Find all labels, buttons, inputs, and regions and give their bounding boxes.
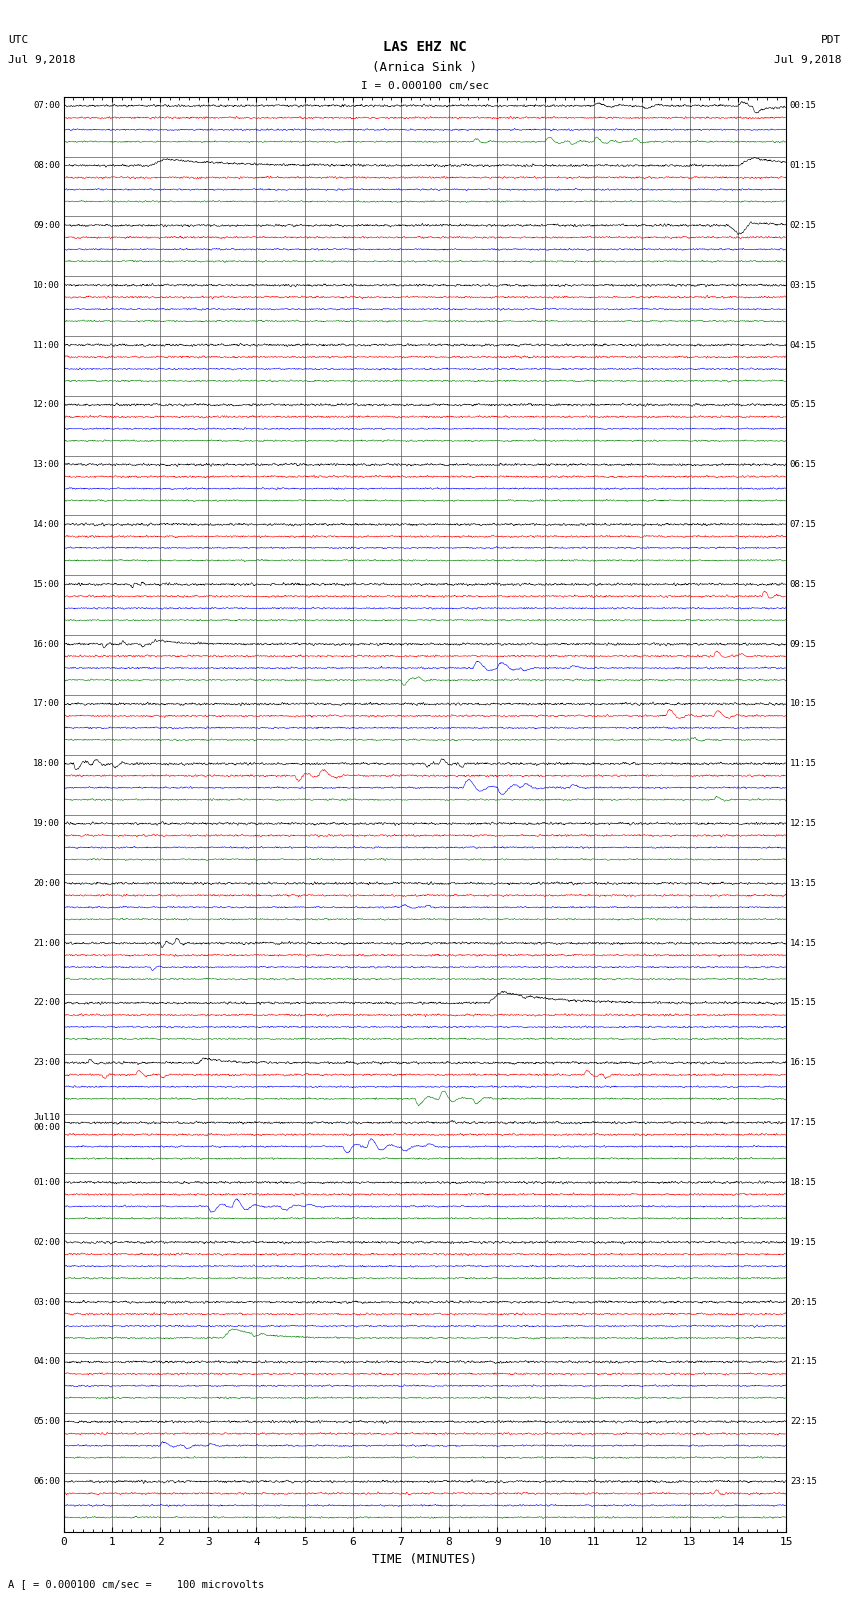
Text: 14:15: 14:15 bbox=[790, 939, 817, 948]
Text: PDT: PDT bbox=[821, 35, 842, 45]
Text: 21:00: 21:00 bbox=[33, 939, 60, 948]
Text: 05:15: 05:15 bbox=[790, 400, 817, 410]
Text: 02:00: 02:00 bbox=[33, 1237, 60, 1247]
Text: 17:00: 17:00 bbox=[33, 700, 60, 708]
Text: 13:15: 13:15 bbox=[790, 879, 817, 887]
Text: (Arnica Sink ): (Arnica Sink ) bbox=[372, 61, 478, 74]
Text: 06:15: 06:15 bbox=[790, 460, 817, 469]
Text: I = 0.000100 cm/sec: I = 0.000100 cm/sec bbox=[361, 81, 489, 90]
Text: 11:00: 11:00 bbox=[33, 340, 60, 350]
Text: 07:00: 07:00 bbox=[33, 102, 60, 110]
Text: 23:15: 23:15 bbox=[790, 1478, 817, 1486]
Text: 06:00: 06:00 bbox=[33, 1478, 60, 1486]
Text: 07:15: 07:15 bbox=[790, 519, 817, 529]
Text: 03:15: 03:15 bbox=[790, 281, 817, 290]
Text: 10:00: 10:00 bbox=[33, 281, 60, 290]
Text: 18:00: 18:00 bbox=[33, 760, 60, 768]
Text: 23:00: 23:00 bbox=[33, 1058, 60, 1068]
Text: 04:15: 04:15 bbox=[790, 340, 817, 350]
Text: 10:15: 10:15 bbox=[790, 700, 817, 708]
Text: LAS EHZ NC: LAS EHZ NC bbox=[383, 40, 467, 55]
Text: 19:15: 19:15 bbox=[790, 1237, 817, 1247]
Text: 14:00: 14:00 bbox=[33, 519, 60, 529]
X-axis label: TIME (MINUTES): TIME (MINUTES) bbox=[372, 1553, 478, 1566]
Text: 16:15: 16:15 bbox=[790, 1058, 817, 1068]
Text: 04:00: 04:00 bbox=[33, 1358, 60, 1366]
Text: 00:15: 00:15 bbox=[790, 102, 817, 110]
Text: Jul 9,2018: Jul 9,2018 bbox=[774, 55, 842, 65]
Text: 01:15: 01:15 bbox=[790, 161, 817, 169]
Text: 20:00: 20:00 bbox=[33, 879, 60, 887]
Text: 17:15: 17:15 bbox=[790, 1118, 817, 1127]
Text: Jul10
00:00: Jul10 00:00 bbox=[33, 1113, 60, 1132]
Text: 09:15: 09:15 bbox=[790, 640, 817, 648]
Text: 12:00: 12:00 bbox=[33, 400, 60, 410]
Text: 19:00: 19:00 bbox=[33, 819, 60, 827]
Text: Jul 9,2018: Jul 9,2018 bbox=[8, 55, 76, 65]
Text: 21:15: 21:15 bbox=[790, 1358, 817, 1366]
Text: 20:15: 20:15 bbox=[790, 1297, 817, 1307]
Text: 13:00: 13:00 bbox=[33, 460, 60, 469]
Text: 12:15: 12:15 bbox=[790, 819, 817, 827]
Text: A [ = 0.000100 cm/sec =    100 microvolts: A [ = 0.000100 cm/sec = 100 microvolts bbox=[8, 1579, 264, 1589]
Text: 11:15: 11:15 bbox=[790, 760, 817, 768]
Text: 08:00: 08:00 bbox=[33, 161, 60, 169]
Text: 08:15: 08:15 bbox=[790, 579, 817, 589]
Text: 03:00: 03:00 bbox=[33, 1297, 60, 1307]
Text: 15:15: 15:15 bbox=[790, 998, 817, 1008]
Text: 01:00: 01:00 bbox=[33, 1177, 60, 1187]
Text: 05:00: 05:00 bbox=[33, 1418, 60, 1426]
Text: 15:00: 15:00 bbox=[33, 579, 60, 589]
Text: 02:15: 02:15 bbox=[790, 221, 817, 231]
Text: 09:00: 09:00 bbox=[33, 221, 60, 231]
Text: 22:15: 22:15 bbox=[790, 1418, 817, 1426]
Text: UTC: UTC bbox=[8, 35, 29, 45]
Text: 16:00: 16:00 bbox=[33, 640, 60, 648]
Text: 22:00: 22:00 bbox=[33, 998, 60, 1008]
Text: 18:15: 18:15 bbox=[790, 1177, 817, 1187]
